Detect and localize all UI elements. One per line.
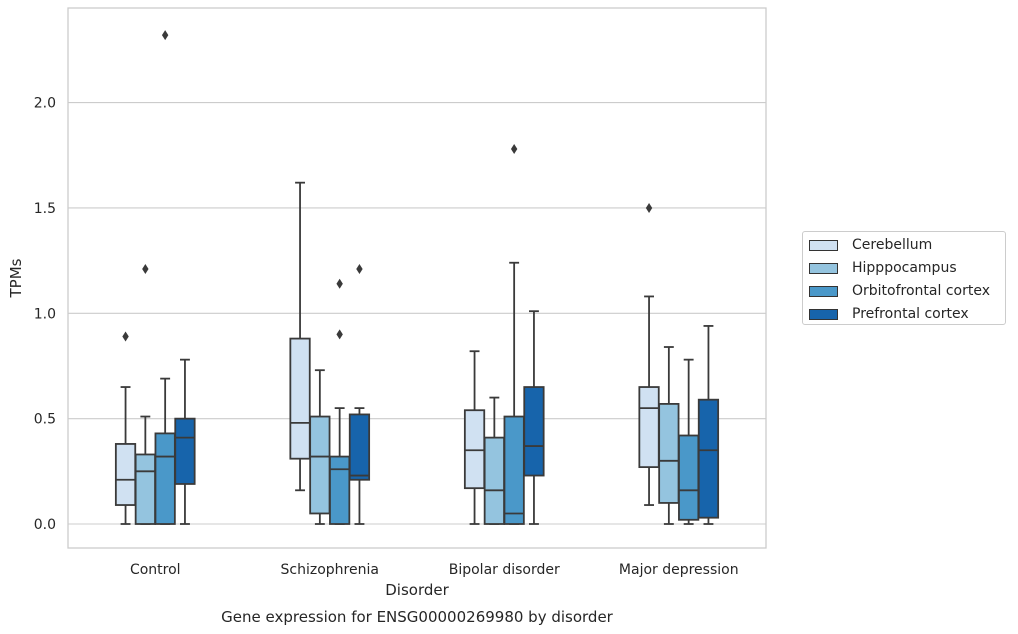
y-tick-label: 1.0	[34, 306, 56, 322]
y-tick-labels: 0.0 0.5 1.0 1.5 2.0	[34, 96, 56, 533]
legend-item: Cerebellum	[809, 236, 932, 254]
outlier-marker	[161, 30, 169, 41]
iqr-box	[329, 455, 351, 525]
iqr-box	[523, 386, 545, 477]
x-tick-labels: Control Schizophrenia Bipolar disorder Majo…	[130, 562, 739, 578]
box-prefrontal-cortex	[697, 325, 720, 525]
box-prefrontal-cortex	[174, 358, 196, 525]
outlier-marker	[336, 278, 343, 289]
legend-label: Orbitofrontal cortex	[852, 283, 990, 299]
iqr-box	[134, 453, 156, 525]
legend-label: Cerebellum	[852, 237, 933, 253]
legend-item: Orbitofrontal cortex	[809, 282, 990, 300]
box-cerebellum	[638, 202, 660, 506]
iqr-box	[463, 409, 486, 490]
box-groups	[114, 30, 720, 525]
iqr-box	[114, 443, 137, 506]
box-prefrontal-cortex	[523, 310, 545, 525]
legend-item: Prefrontal cortex	[809, 305, 969, 323]
x-tick-label: Control	[130, 562, 181, 578]
iqr-box	[483, 436, 505, 525]
outlier-marker	[336, 329, 343, 340]
iqr-box	[658, 403, 680, 504]
legend-swatch	[809, 308, 838, 320]
chart-caption: Gene expression for ENSG00000269980 by d…	[221, 608, 614, 626]
y-tick-label: 2.0	[34, 96, 56, 112]
iqr-box	[348, 413, 371, 481]
box-hipppocampus	[483, 396, 505, 525]
legend-label: Hipppocampus	[852, 260, 957, 276]
iqr-box	[697, 398, 720, 519]
legend-swatch	[809, 239, 838, 251]
outlier-marker	[356, 264, 363, 275]
box-hipppocampus	[309, 369, 331, 525]
legend-label: Prefrontal cortex	[852, 306, 969, 322]
legend-swatch	[809, 285, 838, 297]
legend: Cerebellum Hipppocampus Orbitofrontal cort…	[802, 231, 1006, 325]
box-orbitofrontal-cortex	[678, 358, 700, 525]
iqr-box	[503, 415, 525, 525]
x-tick-label: Bipolar disorder	[449, 562, 560, 578]
outlier-marker	[645, 202, 653, 213]
legend-item: Hipppocampus	[809, 259, 957, 277]
y-axis-label: TPMs	[7, 258, 25, 298]
iqr-box	[174, 417, 196, 485]
y-tick-label: 1.5	[34, 201, 56, 217]
iqr-box	[678, 434, 700, 521]
outlier-marker	[142, 264, 149, 275]
x-tick-label: Major depression	[619, 562, 739, 578]
box-orbitofrontal-cortex	[154, 30, 176, 525]
outlier-marker	[122, 331, 129, 342]
iqr-box	[309, 415, 331, 515]
box-cerebellum	[114, 331, 137, 525]
legend-swatch	[809, 262, 838, 274]
y-tick-label: 0.5	[34, 412, 56, 428]
iqr-box	[289, 337, 311, 460]
box-cerebellum	[289, 181, 311, 492]
x-axis-label: Disorder	[385, 581, 449, 599]
box-orbitofrontal-cortex	[329, 278, 351, 525]
iqr-box	[154, 432, 176, 525]
y-tick-label: 0.0	[34, 517, 56, 533]
iqr-box	[638, 386, 660, 469]
box-prefrontal-cortex	[348, 264, 371, 525]
x-tick-label: Schizophrenia	[281, 562, 379, 578]
outlier-marker	[510, 143, 518, 154]
